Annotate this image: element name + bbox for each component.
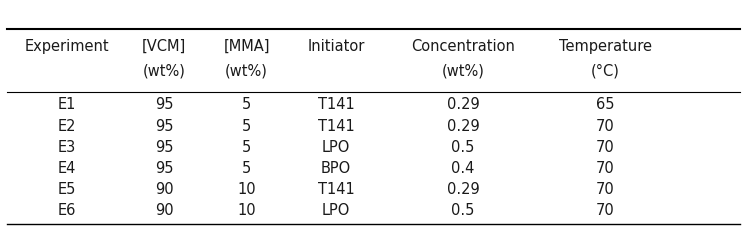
Text: E3: E3 [58, 140, 76, 155]
Text: E5: E5 [58, 182, 76, 197]
Text: LPO: LPO [322, 140, 350, 155]
Text: (wt%): (wt%) [143, 64, 186, 79]
Text: E2: E2 [58, 119, 76, 134]
Text: 65: 65 [596, 97, 614, 113]
Text: (°C): (°C) [591, 64, 619, 79]
Text: 95: 95 [155, 97, 173, 113]
Text: 0.29: 0.29 [447, 182, 480, 197]
Text: Concentration: Concentration [411, 39, 515, 54]
Text: (wt%): (wt%) [441, 64, 485, 79]
Text: Initiator: Initiator [308, 39, 365, 54]
Text: 70: 70 [595, 140, 615, 155]
Text: 95: 95 [155, 119, 173, 134]
Text: 0.5: 0.5 [451, 140, 475, 155]
Text: 70: 70 [595, 161, 615, 176]
Text: 70: 70 [595, 182, 615, 197]
Text: (wt%): (wt%) [225, 64, 268, 79]
Text: 90: 90 [155, 182, 173, 197]
Text: T141: T141 [317, 97, 355, 113]
Text: Experiment: Experiment [25, 39, 110, 54]
Text: 70: 70 [595, 119, 615, 134]
Text: 10: 10 [238, 203, 255, 218]
Text: LPO: LPO [322, 203, 350, 218]
Text: 5: 5 [242, 140, 251, 155]
Text: 10: 10 [238, 182, 255, 197]
Text: 70: 70 [595, 203, 615, 218]
Text: 95: 95 [155, 140, 173, 155]
Text: T141: T141 [317, 182, 355, 197]
Text: E4: E4 [58, 161, 76, 176]
Text: 0.4: 0.4 [451, 161, 475, 176]
Text: BPO: BPO [321, 161, 351, 176]
Text: 0.5: 0.5 [451, 203, 475, 218]
Text: [VCM]: [VCM] [142, 39, 187, 54]
Text: Temperature: Temperature [559, 39, 651, 54]
Text: 5: 5 [242, 161, 251, 176]
Text: 5: 5 [242, 119, 251, 134]
Text: 5: 5 [242, 97, 251, 113]
Text: 90: 90 [155, 203, 173, 218]
Text: T141: T141 [317, 119, 355, 134]
Text: E1: E1 [58, 97, 76, 113]
Text: E6: E6 [58, 203, 76, 218]
Text: [MMA]: [MMA] [223, 39, 270, 54]
Text: 0.29: 0.29 [447, 97, 480, 113]
Text: 0.29: 0.29 [447, 119, 480, 134]
Text: 95: 95 [155, 161, 173, 176]
